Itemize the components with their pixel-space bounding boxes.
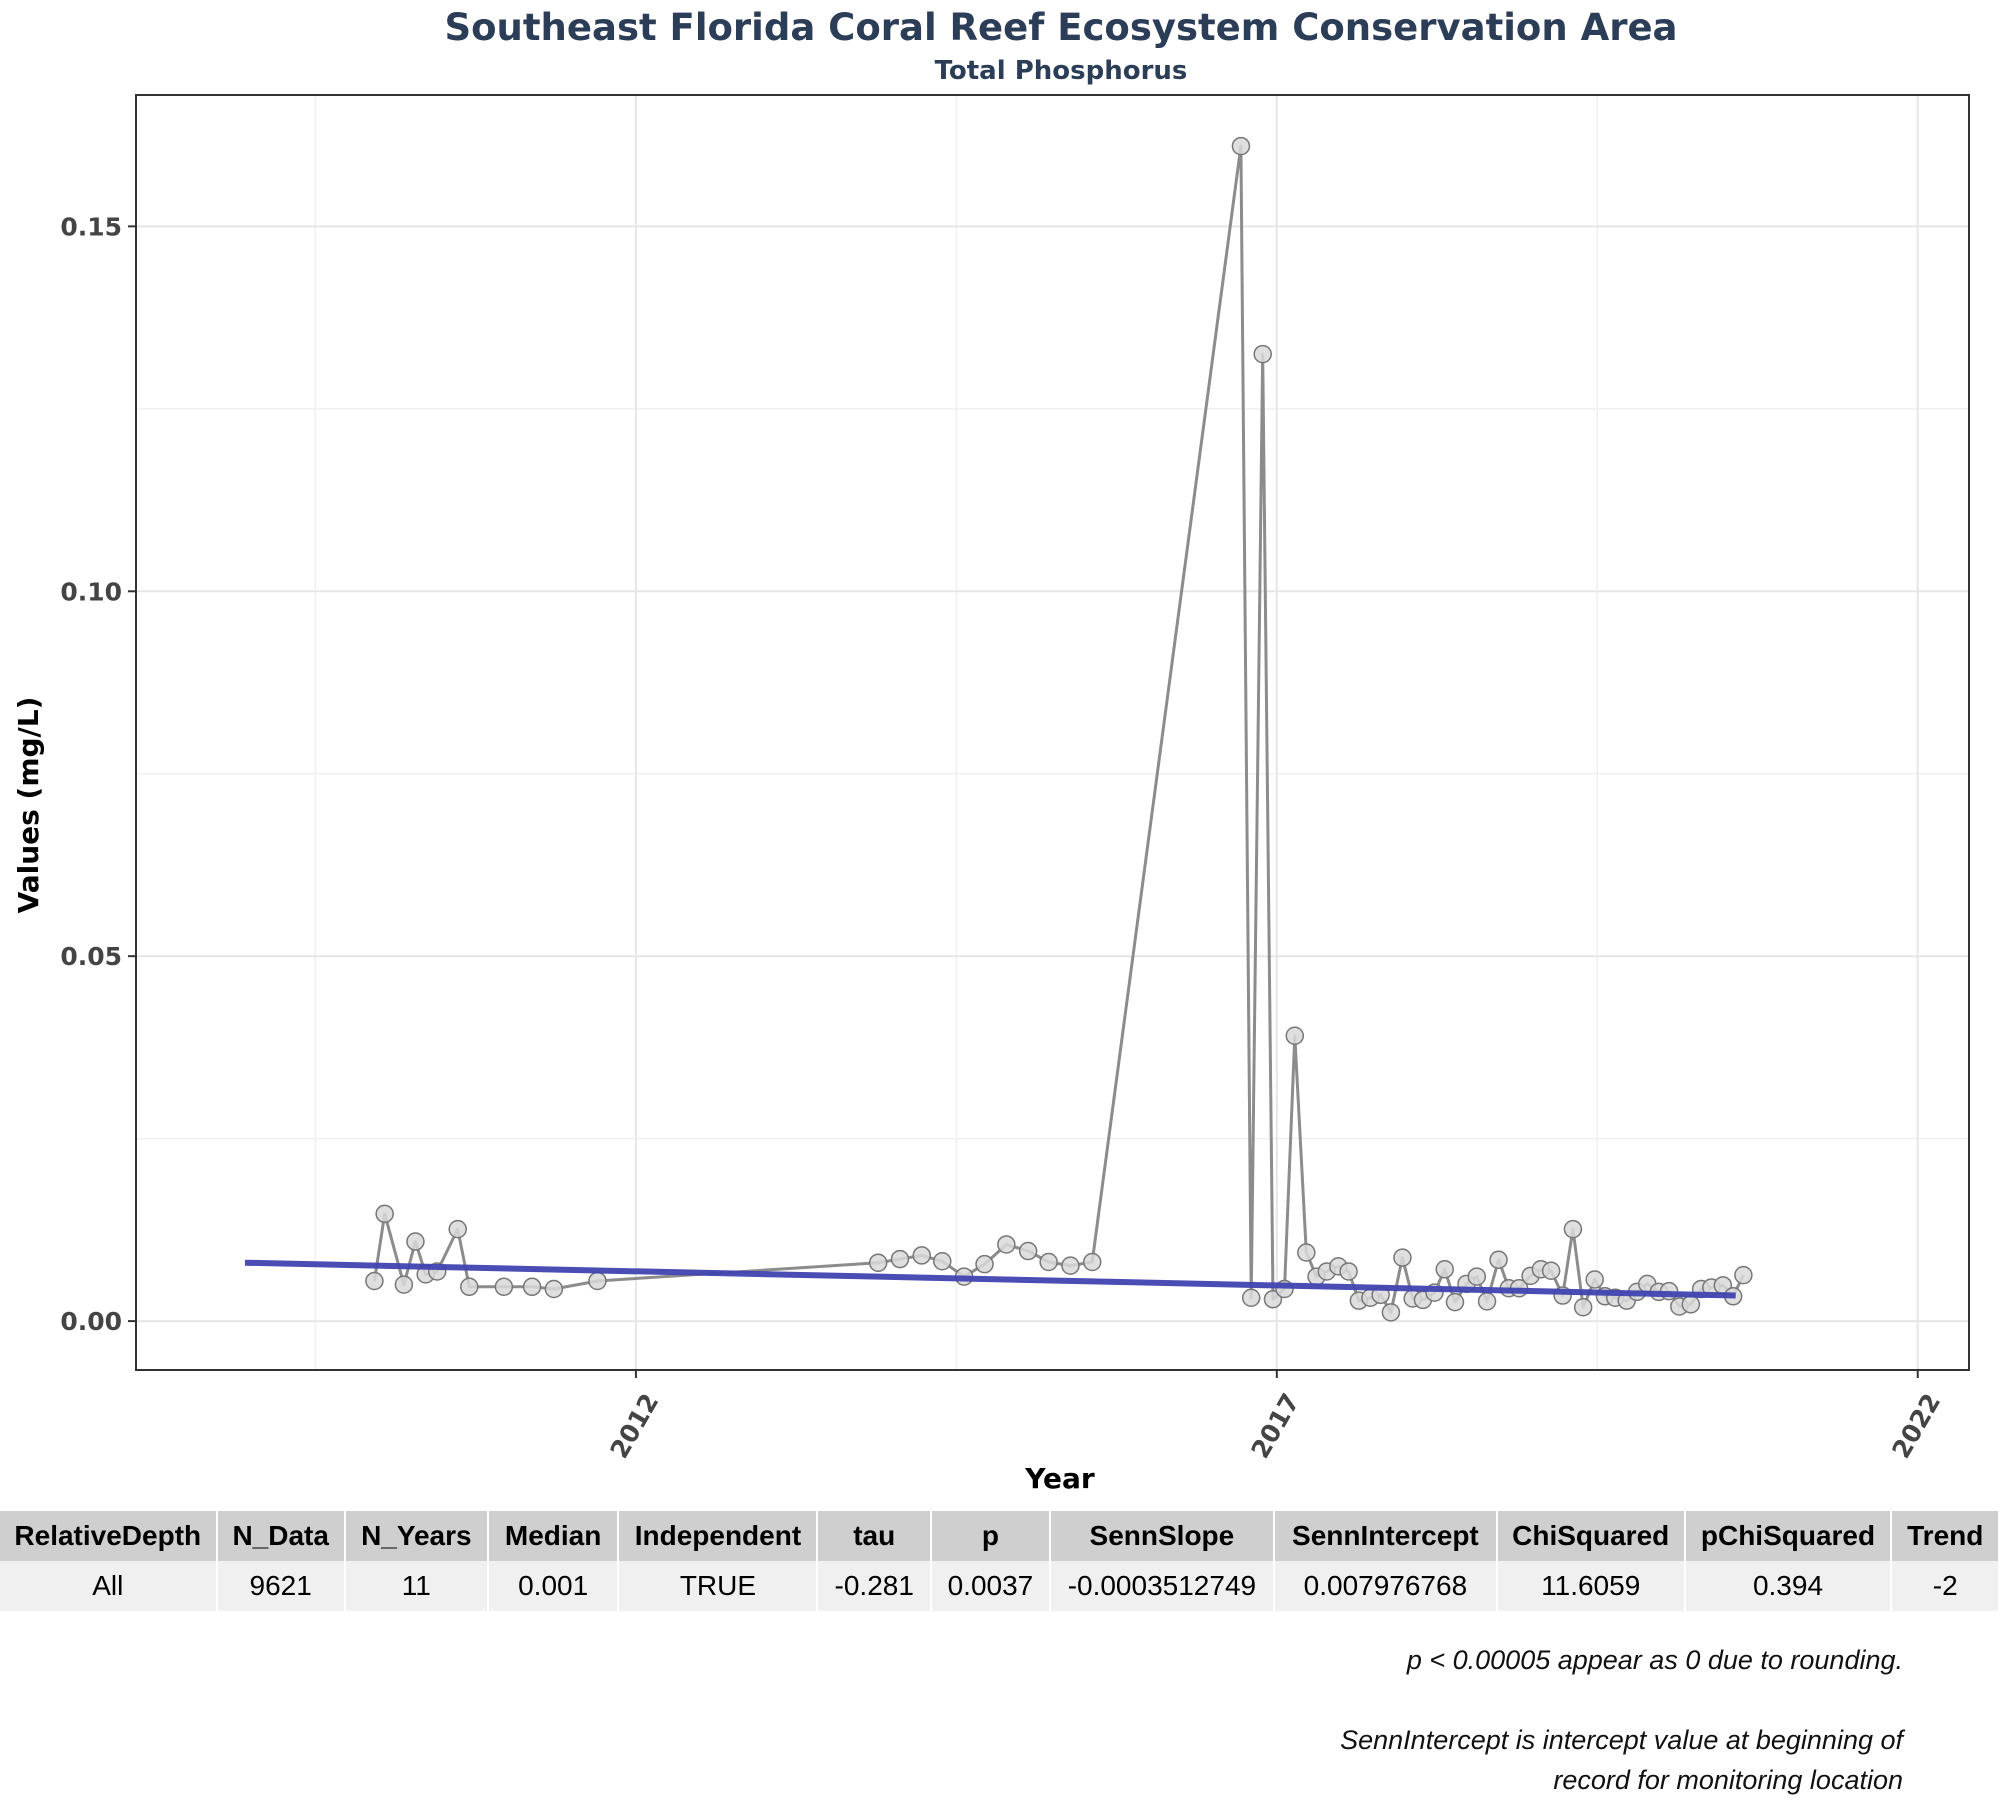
table-cell: All [0,1561,218,1611]
data-point [1263,1289,1283,1309]
data-point [365,1271,384,1291]
data-point [1297,1243,1316,1262]
table-cell: 9621 [216,1561,346,1611]
data-point [1381,1303,1401,1322]
chart-title: Southeast Florida Coral Reef Ecosystem C… [444,6,1678,49]
table-cell: 0.0037 [931,1561,1051,1611]
intercept-footnote: SennIntercept is intercept value at begi… [1340,1720,1903,1800]
chart-plot: 0.00 0.05 0.10 0.15 2012 2017 2022 Year Values… [12,94,1970,1495]
table-cell: -0.281 [817,1561,932,1611]
table-body: All 9621 11 0.001 TRUE -0.281 0.0037 -0.0003512… [0,1561,2000,1611]
data-point [912,1246,932,1265]
y-tick-label: 0.10 [60,577,122,606]
data-point [997,1235,1016,1254]
trend-layer [244,1259,1736,1299]
data-point [933,1252,952,1271]
data-point [1563,1219,1583,1239]
rounding-footnote: p < 0.00005 appear as 0 due to rounding. [1407,1640,1903,1680]
plot-panel-border [135,94,1970,1371]
data-point [375,1204,394,1224]
table-header-cell: Median [487,1511,620,1561]
rounding-note: p < 0.00005 appear as 0 due to rounding. [1406,1645,1903,1675]
table-header-cell: ChiSquared [1496,1511,1686,1561]
table-cell: 0.007976768 [1273,1561,1498,1611]
data-point [890,1249,910,1269]
table-header-cell: SennSlope [1049,1511,1275,1561]
table-header-cell: N_Data [216,1511,346,1561]
data-point [1285,1026,1305,1045]
data-series [365,136,1753,1322]
data-point [1039,1252,1058,1272]
trend-line [244,1259,1736,1299]
y-axis-title: Values (mg/L) [12,697,45,914]
table-header-cell: Trend [1891,1511,2000,1561]
data-point [1467,1267,1487,1286]
series-line [372,144,1745,1314]
intercept-note-line1: SennIntercept is intercept value at begi… [1340,1725,1903,1755]
table-header-cell: Independent [618,1511,819,1561]
data-point [1061,1256,1080,1275]
data-point [1253,344,1272,364]
table-header-cell: p [931,1511,1051,1561]
grid-lines [136,95,1969,1370]
table-cell: 11.6059 [1496,1561,1686,1611]
x-tick-label: 2017 [1245,1389,1305,1464]
data-point [544,1279,564,1299]
data-point [1241,1288,1261,1307]
data-point [1681,1295,1701,1314]
data-point [460,1277,479,1297]
data-point [1435,1260,1454,1279]
table-header-cell: RelativeDepth [0,1511,218,1561]
data-point [1477,1292,1497,1311]
table-row: All 9621 11 0.001 TRUE -0.281 0.0037 -0.0003512… [0,1561,2000,1611]
x-tick-label: 2012 [605,1389,665,1464]
data-point [394,1275,414,1294]
data-point [1231,136,1251,156]
chart-subtitle: Total Phosphorus [934,56,1188,86]
table-header-cell: pChiSquared [1684,1511,1893,1561]
y-tick-label: 0.05 [60,942,122,971]
data-point [868,1253,888,1272]
data-point [1339,1262,1358,1281]
x-axis-title: Year [1024,1462,1095,1495]
table-cell: -2 [1891,1561,2000,1611]
data-point [406,1232,425,1251]
table-header-cell: SennIntercept [1273,1511,1498,1561]
table-cell: 11 [344,1561,489,1611]
table-header-cell: N_Years [344,1511,489,1561]
data-point [1082,1252,1102,1272]
data-point [448,1219,467,1239]
data-point [588,1271,607,1291]
table-header-cell: tau [817,1511,932,1561]
table-cell: 0.394 [1684,1561,1893,1611]
x-tick-label: 2022 [1886,1389,1946,1464]
data-point [1393,1248,1412,1267]
table-cell: -0.0003512749 [1049,1561,1275,1611]
axes: 0.00 0.05 0.10 0.15 2012 2017 2022 [60,212,1946,1463]
data-point [522,1277,542,1297]
data-point [1489,1250,1508,1270]
data-point [494,1277,514,1297]
data-point [975,1254,994,1274]
data-point [1585,1270,1604,1289]
data-point [1541,1261,1561,1280]
table-header-row: RelativeDepth N_Data N_Years Median Independ… [0,1511,2000,1561]
y-tick-label: 0.00 [60,1307,122,1336]
y-tick-label: 0.15 [60,212,122,241]
data-point [1445,1292,1465,1312]
stats-table: RelativeDepth N_Data N_Years Median Independ… [0,1511,2000,1611]
table-cell: TRUE [618,1561,819,1611]
table-cell: 0.001 [487,1561,620,1611]
intercept-note-line2: record for monitoring location [1553,1765,1903,1795]
data-point [1573,1297,1593,1317]
data-point [1734,1265,1753,1285]
data-point [1018,1241,1038,1261]
